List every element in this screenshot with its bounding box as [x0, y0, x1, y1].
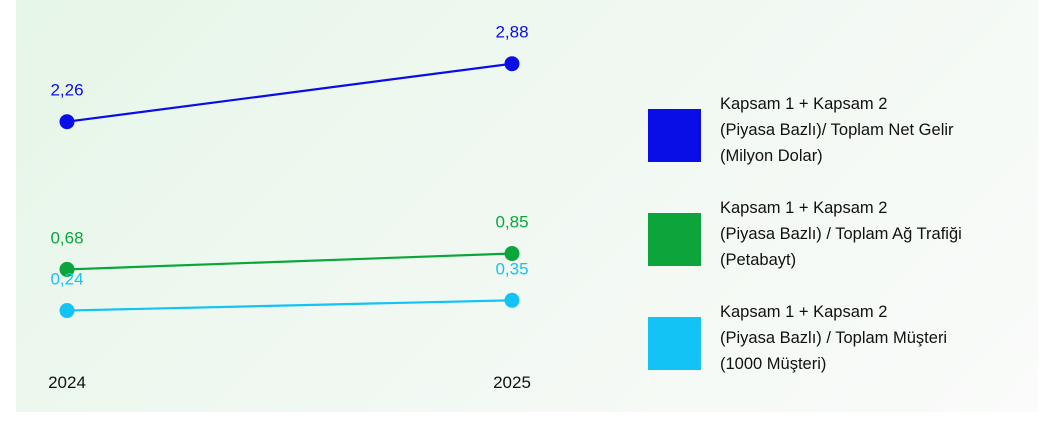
legend-label-series-1: Kapsam 1 + Kapsam 2 (Piyasa Bazlı) / Top… — [720, 199, 962, 269]
series-1-line — [66, 252, 513, 271]
series-0-line — [66, 62, 513, 123]
legend-label-series-0: Kapsam 1 + Kapsam 2 (Piyasa Bazlı)/ Topl… — [720, 95, 954, 165]
series-2: 0,24 0,35 — [50, 259, 529, 319]
series-2-data-label-1: 0,35 — [495, 259, 528, 278]
legend-swatch-series-0 — [648, 109, 701, 162]
series-1-data-label-0: 0,68 — [50, 228, 83, 247]
series-2-line — [66, 299, 513, 312]
legend-label-series-2: Kapsam 1 + Kapsam 2 (Piyasa Bazlı) / Top… — [720, 303, 948, 373]
legend-item-series-0: Kapsam 1 + Kapsam 2 (Piyasa Bazlı)/ Topl… — [648, 91, 1048, 195]
legend-item-series-1: Kapsam 1 + Kapsam 2 (Piyasa Bazlı) / Top… — [648, 195, 1048, 299]
x-tick-label-1: 2025 — [493, 373, 531, 392]
series-2-point-1 — [504, 292, 520, 308]
series-1-point-1 — [504, 246, 520, 262]
series-1-point-0 — [59, 261, 75, 277]
series-0-point-0 — [59, 114, 75, 130]
series-1: 0,68 0,85 — [50, 213, 529, 277]
series-0-data-label-1: 2,88 — [495, 23, 528, 42]
x-tick-label-0: 2024 — [48, 373, 86, 392]
series-layer: 2,26 2,88 0,68 0,85 0,24 0,35 — [50, 23, 529, 319]
legend-swatch-series-2 — [648, 317, 701, 370]
series-2-point-0 — [59, 303, 75, 319]
series-0-data-label-0: 2,26 — [50, 81, 83, 100]
x-axis: 2024 2025 — [48, 373, 531, 392]
legend-item-series-2: Kapsam 1 + Kapsam 2 (Piyasa Bazlı) / Top… — [648, 299, 1048, 403]
legend: Kapsam 1 + Kapsam 2 (Piyasa Bazlı)/ Topl… — [648, 91, 1048, 403]
series-0: 2,26 2,88 — [50, 23, 529, 130]
series-0-point-1 — [504, 56, 520, 72]
line-chart: 2,26 2,88 0,68 0,85 0,24 0,35 2024 2025 — [48, 23, 531, 392]
legend-swatch-series-1 — [648, 213, 701, 266]
series-2-data-label-0: 0,24 — [50, 270, 83, 289]
chart-panel — [16, 0, 1038, 412]
series-1-data-label-1: 0,85 — [495, 213, 528, 232]
